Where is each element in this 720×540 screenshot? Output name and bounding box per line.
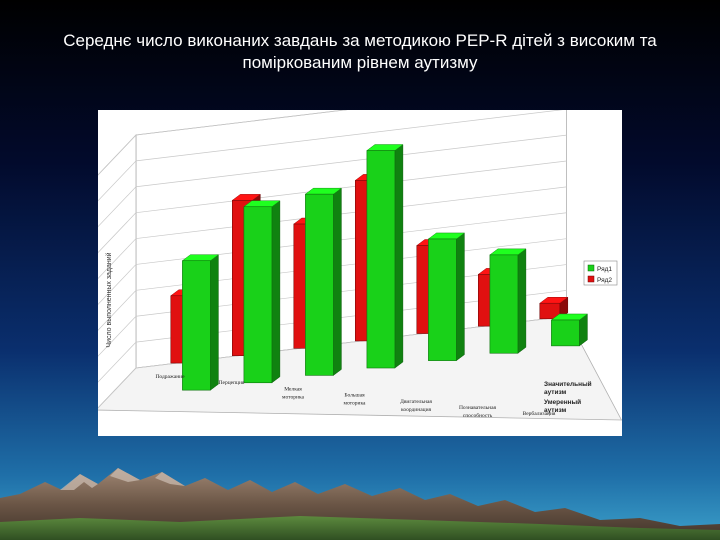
bar-Ряд1-2 <box>305 193 334 376</box>
legend-label: Ряд1 <box>597 266 612 273</box>
legend-swatch <box>587 275 595 283</box>
back-gridline <box>135 110 564 162</box>
bar-Ряд1-5 <box>489 254 519 354</box>
bar-Ряд1-1-side <box>271 200 281 384</box>
back-gridline <box>135 186 567 239</box>
side-gridline <box>98 315 137 357</box>
bar-Ряд1-3-side <box>394 144 404 369</box>
legend-swatch <box>587 264 595 272</box>
x-category-label: моторика <box>282 394 305 400</box>
x-category-label: способность <box>463 412 493 419</box>
chart-panel: 0123456789Число выполненных заданийПодра… <box>98 110 622 436</box>
x-category-label: Познавательная <box>459 405 497 411</box>
side-gridline <box>98 134 137 176</box>
side-gridline <box>98 264 137 305</box>
mountain-landscape <box>0 468 720 540</box>
x-category-label: моторика <box>344 401 367 407</box>
back-gridline <box>135 160 567 214</box>
bar-Ряд1-0-side <box>210 254 219 391</box>
bar-Ряд1-0 <box>182 260 211 391</box>
side-gridline <box>98 212 137 254</box>
bar-Ряд1-1 <box>243 206 273 384</box>
bar-Ряд1-4-side <box>456 232 465 362</box>
side-gridline <box>98 238 137 279</box>
depth-label: Значительный <box>544 380 592 388</box>
x-category-label: Мелкая <box>284 386 302 392</box>
bar-Ряд1-2-side <box>333 187 342 376</box>
bar-Ряд1-5-side <box>517 248 527 354</box>
y-axis-label: Число выполненных заданий <box>105 252 113 347</box>
bar-Ряд1-4 <box>428 238 457 361</box>
side-gridline <box>98 290 137 331</box>
bar-Ряд2-6 <box>539 302 561 320</box>
side-gridline <box>98 160 137 202</box>
x-category-label: Большая <box>344 393 365 399</box>
slide-title: Середнє число виконаних завдань за метод… <box>63 31 657 72</box>
bar-Ряд1-6 <box>551 319 580 347</box>
legend-label: Ряд2 <box>597 277 612 284</box>
x-category-label: Двигательная <box>400 399 432 405</box>
back-gridline <box>135 134 567 188</box>
side-gridline <box>98 367 137 409</box>
x-category-label: Перцепция <box>219 380 245 386</box>
x-category-label: координация <box>401 407 432 413</box>
bar-chart-3d: 0123456789Число выполненных заданийПодра… <box>98 110 622 421</box>
bar-Ряд1-3 <box>366 150 396 369</box>
depth-label: аутизм <box>544 407 567 414</box>
side-gridline <box>98 341 137 383</box>
depth-label: Умеренный <box>544 398 581 406</box>
x-category-label: Подражание <box>155 374 185 380</box>
depth-label: аутизм <box>544 389 567 396</box>
back-gridline <box>135 110 348 136</box>
side-gridline <box>98 186 137 228</box>
x-category-label: Вербализация <box>523 410 556 417</box>
